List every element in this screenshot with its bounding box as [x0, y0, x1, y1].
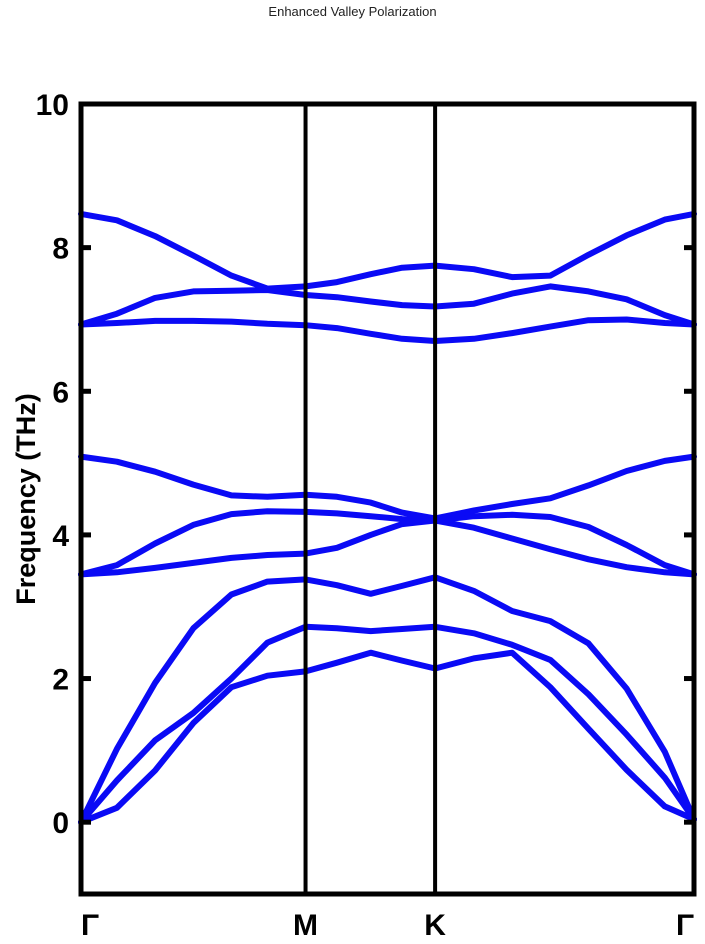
y-axis-title: Frequency (THz) — [11, 393, 41, 605]
plot-frame — [78, 101, 697, 897]
y-tick-label: 4 — [52, 520, 69, 553]
band-line-3 — [78, 574, 697, 826]
y-tick-label: 6 — [52, 376, 69, 409]
y-tick-label: 10 — [36, 89, 69, 122]
y-tick-label: 2 — [52, 664, 69, 697]
band-line-1 — [78, 649, 697, 826]
page-title: Enhanced Valley Polarization — [268, 4, 437, 19]
band-line-4 — [78, 517, 697, 578]
band-line-7 — [78, 316, 697, 344]
band-line-2 — [78, 623, 697, 826]
x-tick-label: Γ — [81, 909, 99, 942]
band-line-6 — [78, 453, 697, 522]
series-layer — [78, 210, 697, 826]
y-axis-ticks: 0 2 4 6 8 10 — [36, 89, 694, 840]
y-tick-label: 8 — [52, 233, 69, 266]
y-tick-label: 0 — [52, 807, 69, 840]
x-tick-label: M — [293, 909, 318, 942]
x-tick-label: Γ — [676, 909, 694, 942]
x-tick-label: K — [424, 909, 446, 942]
band-line-9 — [78, 210, 697, 292]
band-line-5 — [78, 508, 697, 578]
high-symmetry-lines — [303, 104, 438, 894]
band-line-8 — [78, 283, 697, 328]
